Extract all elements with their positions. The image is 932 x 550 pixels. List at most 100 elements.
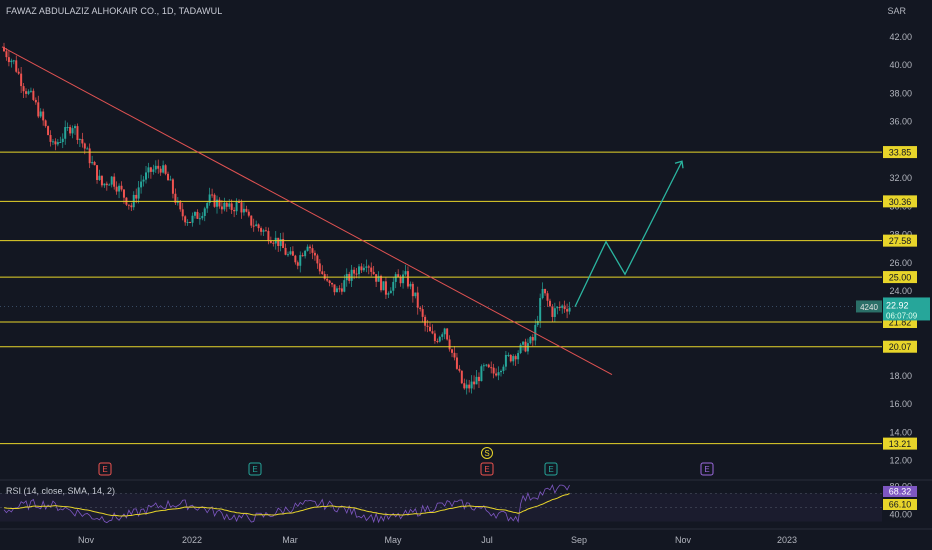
rsi-label: RSI (14, close, SMA, 14, 2) bbox=[6, 486, 116, 496]
candle-body bbox=[240, 202, 243, 213]
candle-body bbox=[66, 127, 69, 129]
candle-body bbox=[497, 372, 500, 376]
candle-body bbox=[49, 135, 52, 142]
candle-body bbox=[103, 183, 106, 186]
candle-body bbox=[321, 271, 324, 275]
level-price-label: 30.36 bbox=[889, 197, 912, 207]
candle-body bbox=[558, 306, 561, 308]
candle-body bbox=[507, 354, 510, 356]
candle-body bbox=[335, 288, 338, 293]
candle-body bbox=[487, 364, 490, 368]
candle-body bbox=[392, 281, 395, 291]
candle-body bbox=[193, 211, 196, 216]
downtrend-line bbox=[1, 46, 613, 375]
symbol-badge-label: 4240 bbox=[860, 303, 878, 312]
candle-body bbox=[387, 293, 390, 295]
candle-body bbox=[86, 148, 89, 150]
candle-body bbox=[157, 165, 160, 169]
y-tick-label: 42.00 bbox=[889, 32, 912, 42]
candle-body bbox=[451, 349, 454, 353]
candle-body bbox=[353, 269, 356, 274]
candle-body bbox=[115, 186, 118, 192]
candle-body bbox=[495, 373, 498, 376]
candle-body bbox=[191, 215, 194, 223]
candle-body bbox=[220, 206, 223, 210]
candle-body bbox=[137, 187, 140, 199]
y-tick-label: 38.00 bbox=[889, 88, 912, 98]
rsi-sma-badge bbox=[883, 499, 917, 510]
candle-body bbox=[318, 263, 321, 272]
candle-body bbox=[250, 215, 253, 226]
candle-body bbox=[218, 199, 221, 207]
candle-body bbox=[490, 367, 493, 369]
y-tick-label: 24.00 bbox=[889, 286, 912, 296]
candle-body bbox=[47, 126, 50, 136]
candle-body bbox=[311, 248, 314, 253]
y-tick-label: 16.00 bbox=[889, 399, 912, 409]
candle-body bbox=[470, 381, 473, 389]
candle-body bbox=[350, 269, 353, 281]
candle-body bbox=[531, 337, 534, 341]
candle-body bbox=[433, 333, 436, 342]
candle-body bbox=[228, 203, 231, 207]
candle-body bbox=[171, 179, 174, 194]
candle-body bbox=[51, 141, 54, 143]
candle-body bbox=[130, 205, 133, 208]
candle-body bbox=[159, 168, 162, 173]
candle-body bbox=[460, 370, 463, 384]
symbol-badge bbox=[856, 300, 882, 313]
candle-body bbox=[71, 128, 74, 134]
candle-body bbox=[225, 202, 228, 207]
candle-body bbox=[32, 90, 35, 100]
x-tick-label: Nov bbox=[78, 535, 95, 545]
candle-body bbox=[291, 251, 294, 256]
candle-body bbox=[142, 179, 145, 182]
candle-body bbox=[394, 274, 397, 282]
candle-body bbox=[113, 176, 116, 187]
candle-body bbox=[152, 169, 155, 172]
level-price-badge bbox=[883, 271, 917, 284]
candle-body bbox=[536, 321, 539, 325]
level-price-badge bbox=[883, 195, 917, 208]
y-tick-label: 32.00 bbox=[889, 173, 912, 183]
current-price-label: 22.92 bbox=[886, 300, 909, 310]
candle-body bbox=[446, 328, 449, 340]
x-tick-label: 2022 bbox=[182, 535, 202, 545]
candle-body bbox=[272, 242, 275, 244]
candle-body bbox=[15, 60, 18, 72]
candle-body bbox=[306, 246, 309, 251]
candle-body bbox=[453, 352, 456, 358]
candle-body bbox=[365, 266, 368, 268]
candle-body bbox=[304, 250, 307, 257]
candle-body bbox=[294, 255, 297, 263]
candle-body bbox=[502, 366, 505, 371]
candle-body bbox=[252, 225, 255, 227]
candle-body bbox=[54, 141, 57, 145]
candle-body bbox=[541, 288, 544, 299]
candle-body bbox=[360, 266, 363, 271]
candle-body bbox=[83, 143, 86, 149]
x-tick-label: Mar bbox=[282, 535, 298, 545]
candle-body bbox=[64, 127, 67, 139]
candle-body bbox=[519, 344, 522, 354]
y-tick-label: 36.00 bbox=[889, 117, 912, 127]
candle-body bbox=[431, 331, 434, 334]
rsi-line bbox=[3, 484, 570, 524]
candle-body bbox=[213, 194, 216, 207]
candle-body bbox=[380, 275, 383, 291]
candle-body bbox=[37, 102, 40, 117]
earnings-marker-label: E bbox=[548, 465, 553, 474]
candle-body bbox=[44, 120, 47, 127]
earnings-marker bbox=[544, 462, 558, 476]
earnings-marker bbox=[248, 462, 262, 476]
candle-body bbox=[42, 111, 45, 121]
candle-body bbox=[384, 281, 387, 295]
level-price-label: 27.58 bbox=[889, 236, 912, 246]
rsi-tick-label: 40.00 bbox=[889, 510, 912, 520]
candle-body bbox=[277, 237, 280, 246]
candle-body bbox=[17, 71, 20, 74]
candle-body bbox=[397, 274, 400, 278]
candle-body bbox=[438, 336, 441, 342]
candle-body bbox=[367, 266, 370, 268]
